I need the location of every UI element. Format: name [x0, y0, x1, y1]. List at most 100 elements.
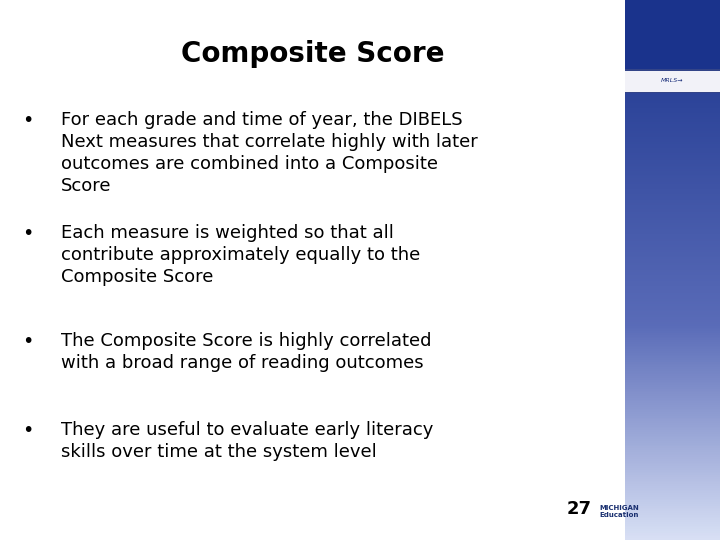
Text: The Composite Score is highly correlated
with a broad range of reading outcomes: The Composite Score is highly correlated… — [61, 332, 432, 372]
Bar — [625, 511, 720, 513]
Bar — [625, 92, 720, 93]
Bar — [625, 261, 720, 263]
Bar — [625, 263, 720, 265]
Bar — [625, 108, 720, 110]
Bar — [625, 423, 720, 425]
Bar — [625, 117, 720, 119]
Bar — [625, 382, 720, 383]
Bar — [625, 164, 720, 166]
Bar — [625, 120, 720, 123]
Bar — [625, 211, 720, 212]
Bar — [625, 11, 720, 12]
Bar — [625, 162, 720, 164]
Bar — [625, 97, 720, 99]
Bar — [625, 245, 720, 247]
Bar — [625, 88, 720, 90]
Bar — [625, 216, 720, 218]
Bar — [625, 265, 720, 266]
Bar — [625, 394, 720, 396]
Bar — [625, 466, 720, 468]
Bar — [625, 158, 720, 160]
Bar — [625, 308, 720, 309]
Bar — [625, 220, 720, 221]
Bar — [625, 63, 720, 65]
Bar — [625, 407, 720, 409]
Bar — [625, 421, 720, 423]
Bar — [625, 248, 720, 250]
Bar — [625, 194, 720, 196]
Bar — [625, 65, 720, 66]
Bar — [625, 180, 720, 182]
Bar — [625, 146, 720, 147]
Bar — [625, 387, 720, 389]
Bar — [625, 83, 720, 85]
Bar — [625, 528, 720, 529]
Bar — [625, 434, 720, 436]
Bar — [625, 140, 720, 142]
Bar — [625, 110, 720, 112]
Bar — [625, 374, 720, 376]
Bar — [625, 448, 720, 450]
Bar — [625, 371, 720, 373]
Bar — [625, 410, 720, 412]
Bar — [625, 196, 720, 198]
Bar — [625, 436, 720, 437]
Bar — [625, 474, 720, 475]
Bar — [625, 518, 720, 520]
Bar — [625, 218, 720, 220]
Bar — [625, 393, 720, 394]
Bar — [625, 517, 720, 518]
Text: For each grade and time of year, the DIBELS
Next measures that correlate highly : For each grade and time of year, the DIB… — [61, 111, 478, 195]
Bar — [625, 339, 720, 340]
Bar — [625, 297, 720, 299]
Bar — [625, 285, 720, 286]
Bar — [625, 455, 720, 457]
Bar — [625, 9, 720, 11]
Bar — [625, 432, 720, 434]
Bar — [625, 52, 720, 54]
Bar — [625, 454, 720, 455]
Bar — [625, 346, 720, 347]
Bar — [625, 520, 720, 522]
Bar — [625, 301, 720, 302]
Bar — [625, 101, 720, 103]
Bar — [625, 254, 720, 255]
Bar — [625, 223, 720, 225]
Bar — [625, 74, 720, 76]
Bar — [625, 126, 720, 128]
Bar — [625, 427, 720, 428]
Text: •: • — [22, 421, 33, 440]
Bar — [625, 328, 720, 329]
Bar — [625, 405, 720, 407]
Bar — [625, 45, 720, 47]
Bar — [625, 306, 720, 308]
Bar — [625, 414, 720, 416]
Bar — [625, 56, 720, 58]
Bar — [625, 137, 720, 139]
Bar — [625, 292, 720, 293]
Bar — [625, 12, 720, 15]
Bar — [625, 185, 720, 187]
Bar — [625, 416, 720, 417]
Bar — [625, 459, 720, 461]
Bar — [625, 390, 720, 393]
Bar — [625, 481, 720, 482]
Bar — [625, 182, 720, 184]
Bar — [625, 288, 720, 290]
Bar — [625, 160, 720, 162]
Bar — [625, 243, 720, 245]
Bar — [625, 286, 720, 288]
Bar — [625, 347, 720, 349]
Bar — [625, 173, 720, 174]
Bar — [625, 221, 720, 223]
Bar — [625, 477, 720, 479]
Bar — [625, 96, 720, 97]
Bar — [625, 212, 720, 214]
Bar — [625, 119, 720, 120]
Bar — [625, 36, 720, 38]
Bar — [625, 319, 720, 320]
Bar — [625, 112, 720, 113]
Bar — [625, 313, 720, 315]
Bar — [625, 320, 720, 322]
Bar — [625, 353, 720, 355]
